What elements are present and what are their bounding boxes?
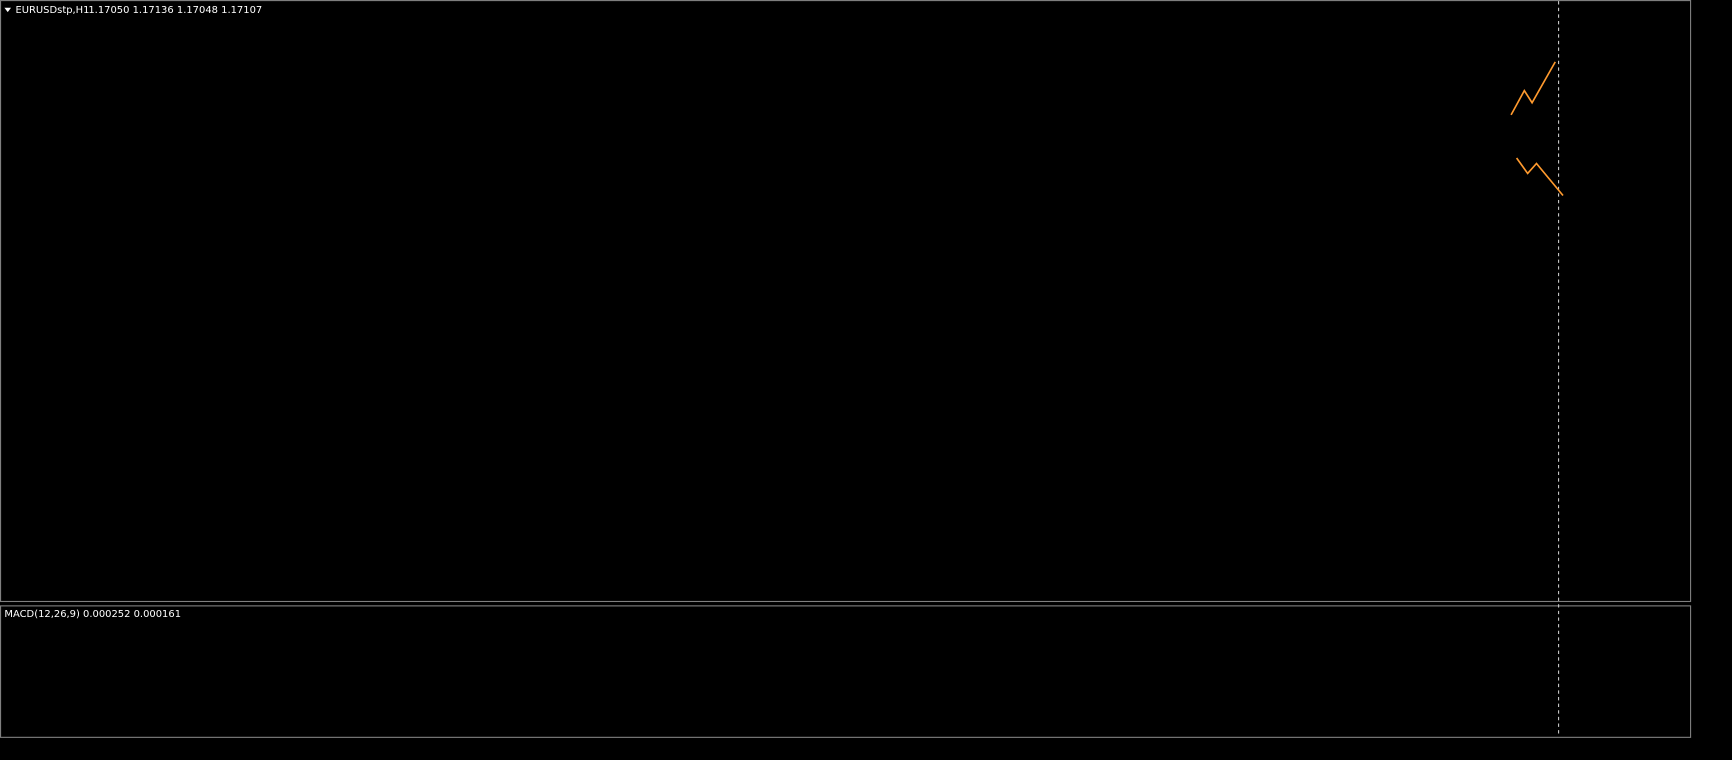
projection-line: [1510, 61, 1556, 116]
price-pane-border: [0, 0, 1692, 603]
macd-title: MACD(12,26,9) 0.000252 0.000161: [4, 609, 181, 620]
symbol-title: EURUSDstp,H1: [15, 5, 89, 16]
macd-pane-border: [0, 605, 1692, 738]
projection-line: [1515, 157, 1564, 197]
menu-triangle: [4, 7, 12, 13]
quote-values: 1.17050 1.17136 1.17048 1.17107: [88, 5, 262, 16]
